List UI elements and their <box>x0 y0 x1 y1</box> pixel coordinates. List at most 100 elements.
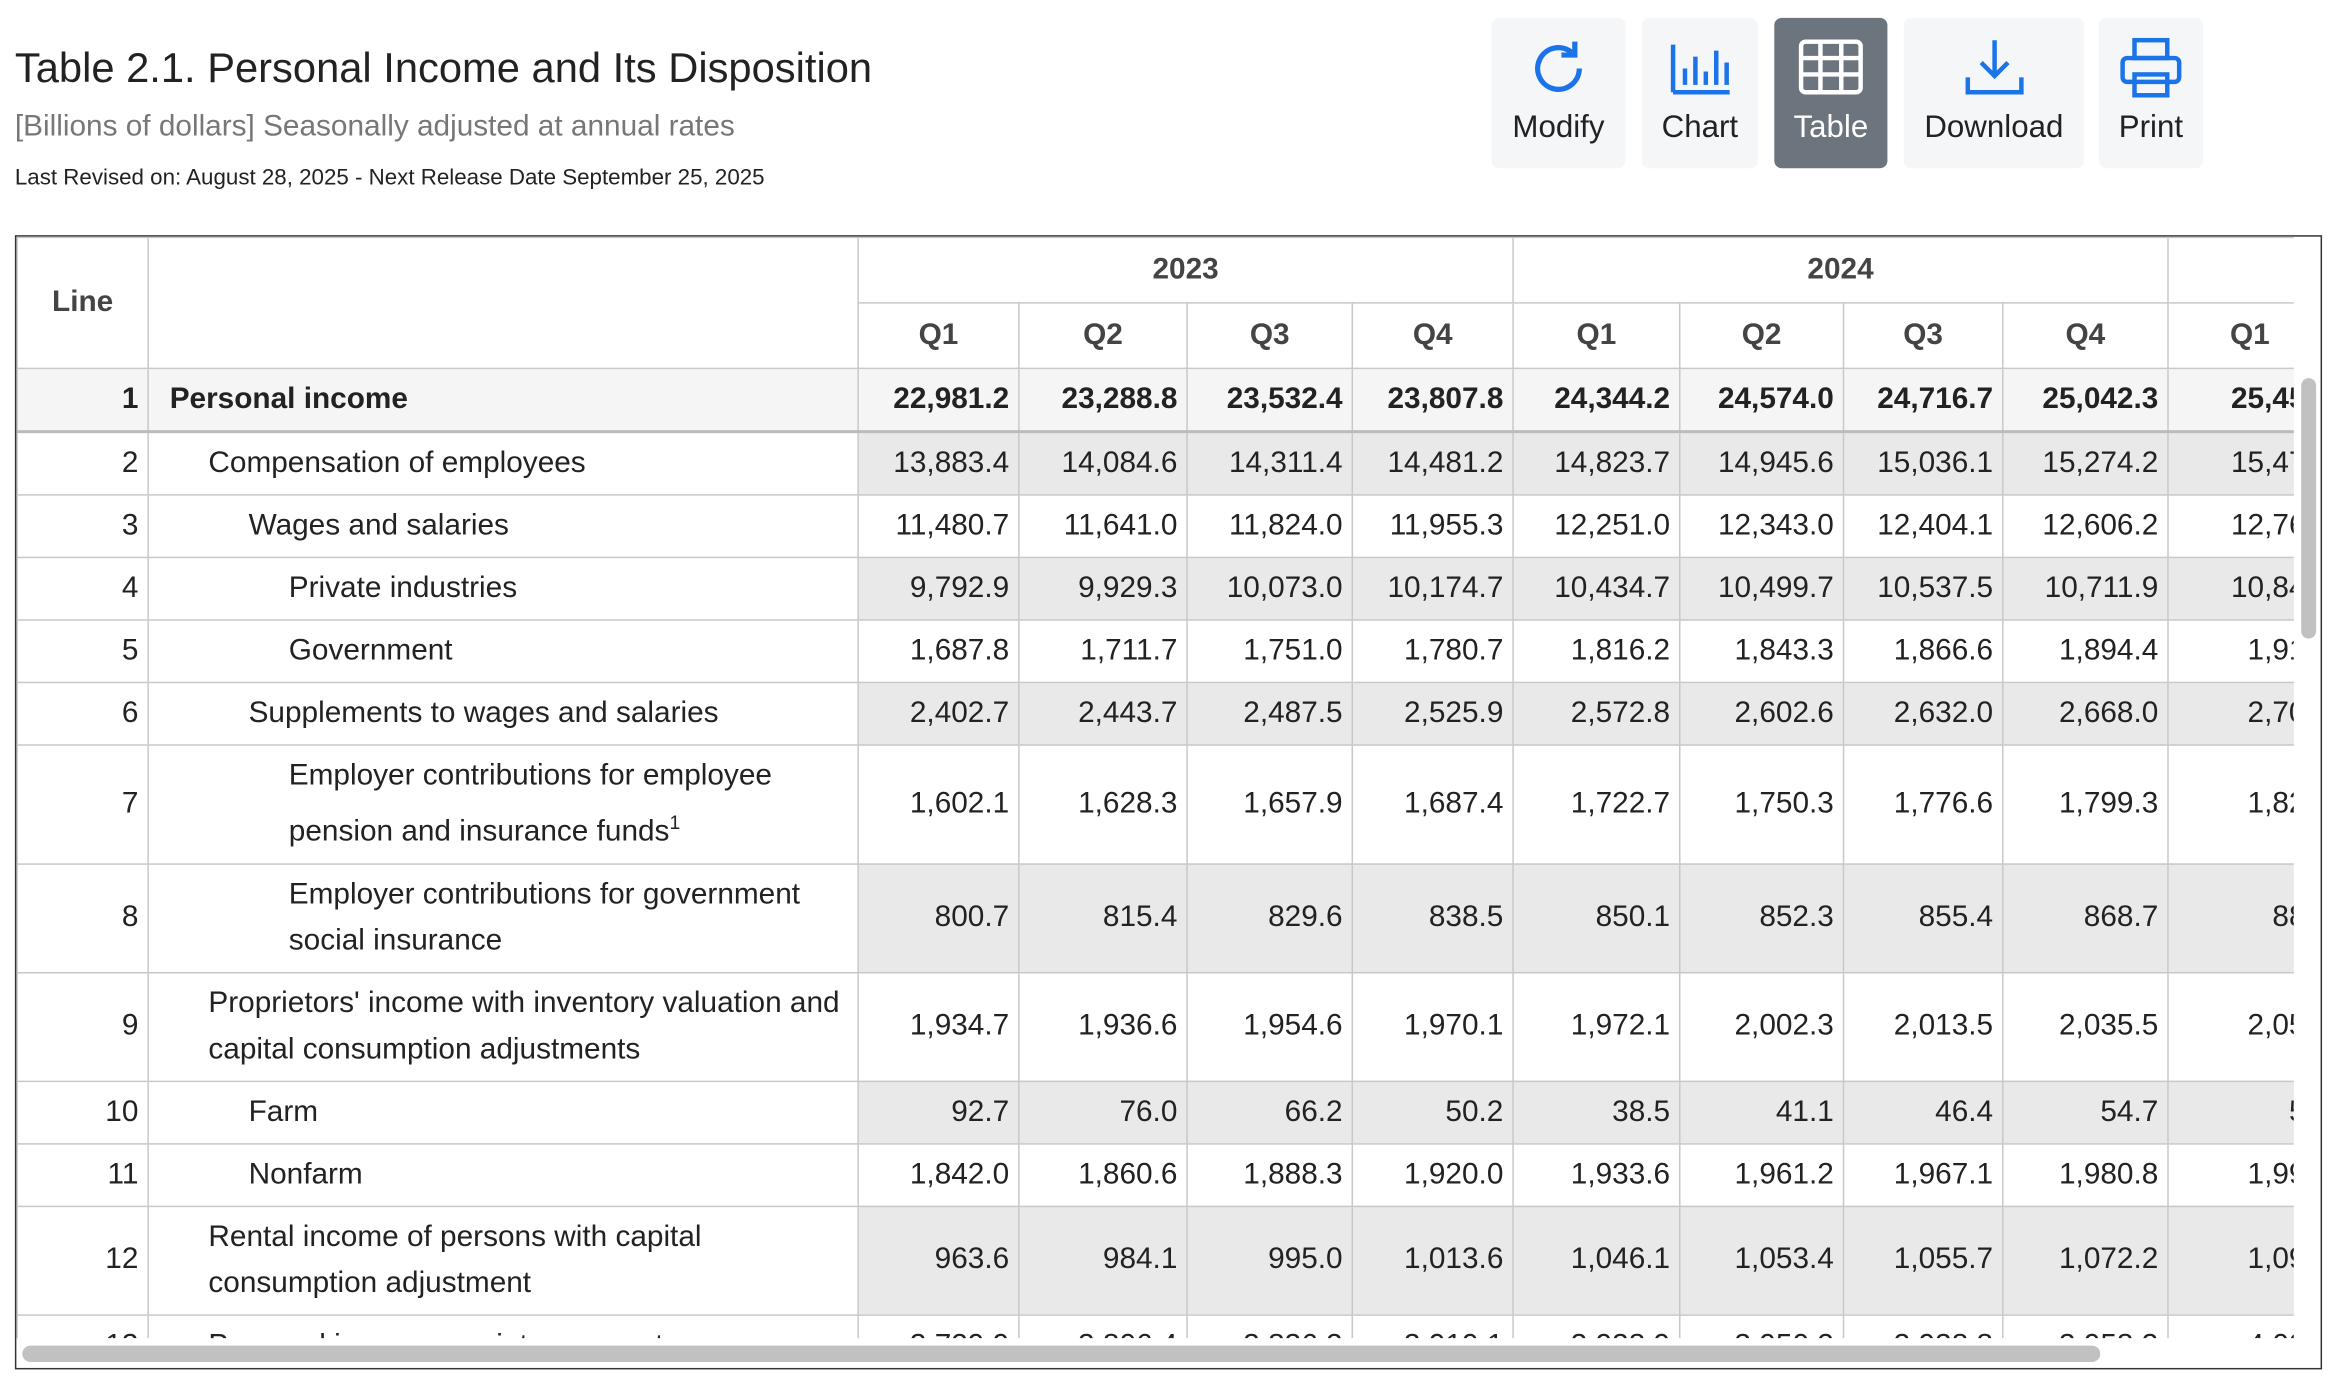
table-frame: Line 2023 2024 Q1 Q2 Q3 Q4 Q1 Q2 Q3 Q4 Q1 1 Personal … <box>14 235 2323 1370</box>
modify-button[interactable]: Modify <box>1491 17 1626 169</box>
cell-value: 25,450 <box>2167 367 2294 433</box>
cell-value: 23,807.8 <box>1351 367 1514 433</box>
cell-value: 850.1 <box>1512 862 1681 973</box>
quarter-header: Q3 <box>1842 302 2004 370</box>
row-label: Compensation of employees <box>147 430 859 496</box>
button-label: Print <box>2118 110 2184 145</box>
row-label-text: Proprietors' income with inventory valua… <box>208 986 840 1066</box>
cell-value: 14,084.6 <box>1018 430 1188 496</box>
cell-value: 1,602.1 <box>857 744 1020 865</box>
cell-value: 1,967.1 <box>1842 1142 2004 1207</box>
cell-value: 2,002.3 <box>1679 971 1845 1082</box>
line-number: 5 <box>16 619 149 684</box>
download-button[interactable]: Download <box>1903 17 2084 169</box>
cell-value: 10,537.5 <box>1842 556 2004 621</box>
quarter-header: Q2 <box>1018 302 1188 370</box>
cell-value: 3,958.3 <box>2002 1313 2169 1339</box>
cell-value: 1,687.4 <box>1351 744 1514 865</box>
cell-value: 1,722.7 <box>1512 744 1681 865</box>
button-label: Modify <box>1512 110 1605 145</box>
chart-icon <box>1670 44 1730 95</box>
cell-value: 1,816.2 <box>1512 619 1681 684</box>
row-label-text: Employer contributions for government so… <box>288 877 801 957</box>
table-viewport: Line 2023 2024 Q1 Q2 Q3 Q4 Q1 Q2 Q3 Q4 Q1 1 Personal … <box>16 236 2294 1339</box>
cell-value: 54.7 <box>2002 1080 2169 1145</box>
row-label-text: Personal income <box>169 382 408 416</box>
print-button[interactable]: Print <box>2098 17 2203 169</box>
page-title: Table 2.1. Personal Income and Its Dispo… <box>14 44 873 91</box>
cell-value: 12,606.2 <box>2002 494 2169 559</box>
cell-value: 15,274.2 <box>2002 430 2169 496</box>
table-row: 6 Supplements to wages and salaries 2,402.… <box>16 681 2294 746</box>
cell-value: 46.4 <box>1842 1080 2004 1145</box>
table-icon <box>1798 39 1863 95</box>
cell-value: 2,035.5 <box>2002 971 2169 1082</box>
cell-value: 3,919.1 <box>1351 1313 1514 1339</box>
cell-value: 10,434.7 <box>1512 556 1681 621</box>
row-label: Nonfarm <box>147 1142 859 1207</box>
chart-button[interactable]: Chart <box>1641 17 1758 169</box>
quarter-header: Q1 <box>857 302 1020 370</box>
label-header <box>147 236 859 370</box>
cell-value: 963.6 <box>857 1205 1020 1316</box>
cell-value: 815.4 <box>1018 862 1188 973</box>
cell-value: 1,657.9 <box>1186 744 1354 865</box>
cell-value: 852.3 <box>1679 862 1845 973</box>
cell-value: 1,046.1 <box>1512 1205 1681 1316</box>
cell-value: 1,972.1 <box>1512 971 1681 1082</box>
cell-value: 995.0 <box>1186 1205 1354 1316</box>
cell-value: 12,343.0 <box>1679 494 1845 559</box>
cell-value: 9,792.9 <box>857 556 1020 621</box>
horizontal-scrollbar[interactable] <box>22 1345 2101 1362</box>
cell-value: 3,938.8 <box>1842 1313 2004 1339</box>
vertical-scrollbar[interactable] <box>2301 378 2317 639</box>
cell-value: 24,716.7 <box>1842 367 2004 433</box>
cell-value: 3,950.2 <box>1679 1313 1845 1339</box>
row-label-text: Government <box>288 634 453 667</box>
table-row: 10 Farm 92.776.066.250.238.541.146.454.756 <box>16 1080 2294 1145</box>
cell-value: 1,894.4 <box>2002 619 2169 684</box>
cell-value: 1,888.3 <box>1186 1142 1354 1207</box>
cell-value: 1,936.6 <box>1018 971 1188 1082</box>
line-number: 13 <box>16 1313 149 1339</box>
cell-value: 3,806.4 <box>1018 1313 1188 1339</box>
cell-value: 829.6 <box>1186 862 1354 973</box>
cell-value: 1,827 <box>2167 744 2294 865</box>
table-body: 1 Personal income 22,981.2 23,288.8 23,532.4… <box>16 367 2294 1339</box>
cell-value: 11,824.0 <box>1186 494 1354 559</box>
cell-value: 2,487.5 <box>1186 681 1354 746</box>
row-label: Farm <box>147 1080 859 1145</box>
cell-value: 12,404.1 <box>1842 494 2004 559</box>
cell-value: 3,836.2 <box>1186 1313 1354 1339</box>
year-row: Line 2023 2024 <box>16 236 2294 370</box>
cell-value: 23,532.4 <box>1186 367 1354 433</box>
row-label: Wages and salaries <box>147 494 859 559</box>
cell-value: 1,980.8 <box>2002 1142 2169 1207</box>
line-number: 7 <box>16 744 149 865</box>
table-row: 12 Rental income of persons with capital … <box>16 1205 2294 1316</box>
cell-value: 76.0 <box>1018 1080 1188 1145</box>
cell-value: 1,970.1 <box>1351 971 1514 1082</box>
line-number: 2 <box>16 430 149 496</box>
quarter-header: Q2 <box>1679 302 1845 370</box>
cell-value: 14,481.2 <box>1351 430 1514 496</box>
row-label: Private industries <box>147 556 859 621</box>
table-row: 7 Employer contributions for employee pen… <box>16 744 2294 865</box>
row-label: Government <box>147 619 859 684</box>
cell-value: 1,776.6 <box>1842 744 2004 865</box>
line-number: 12 <box>16 1205 149 1316</box>
cell-value: 50.2 <box>1351 1080 1514 1145</box>
row-label-text: Compensation of employees <box>208 446 586 480</box>
cell-value: 92.7 <box>857 1080 1020 1145</box>
row-label: Personal income receipts on assets <box>147 1313 859 1339</box>
cell-value: 10,849 <box>2167 556 2294 621</box>
cell-value: 855.4 <box>1842 862 2004 973</box>
data-table: Line 2023 2024 Q1 Q2 Q3 Q4 Q1 Q2 Q3 Q4 Q1 1 Personal … <box>16 236 2294 1339</box>
cell-value: 1,961.2 <box>1679 1142 1845 1207</box>
download-icon <box>1964 40 2023 95</box>
cell-value: 14,311.4 <box>1186 430 1354 496</box>
cell-value: 1,780.7 <box>1351 619 1514 684</box>
table-button[interactable]: Table <box>1774 17 1888 169</box>
quarter-header: Q1 <box>1512 302 1681 370</box>
cell-value: 1,860.6 <box>1018 1142 1188 1207</box>
